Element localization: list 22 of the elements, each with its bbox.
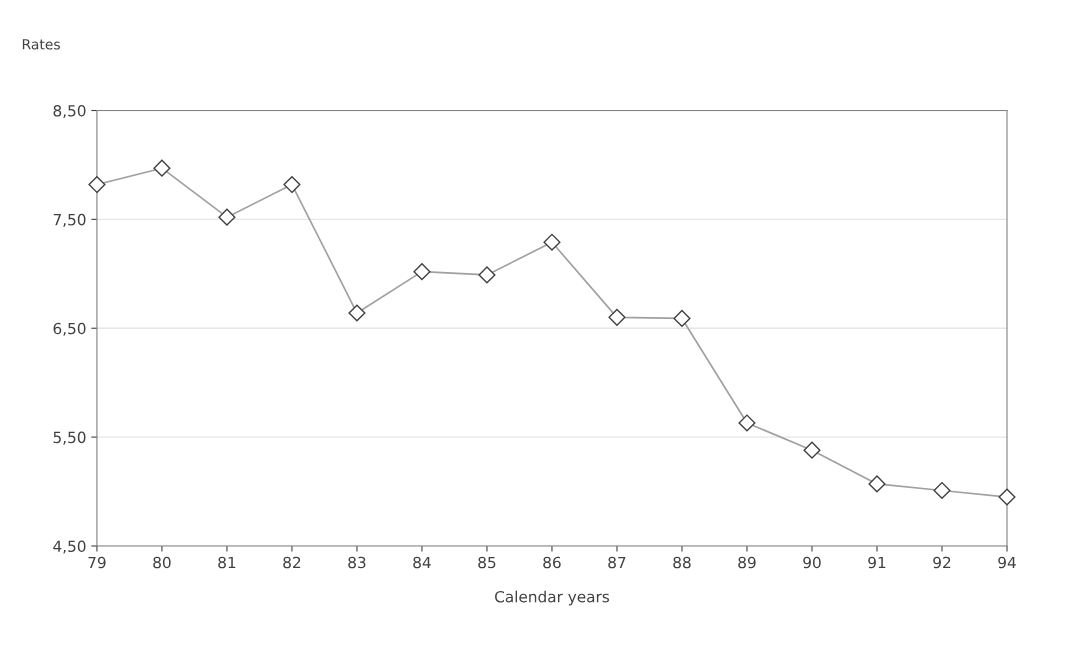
y-tick-label: 4,50 xyxy=(53,540,86,554)
x-tick-label: 90 xyxy=(803,556,821,569)
x-tick-label: 84 xyxy=(413,556,431,569)
x-tick-label: 89 xyxy=(738,556,756,569)
x-tick-label: 88 xyxy=(673,556,691,569)
x-tick-label: 81 xyxy=(218,556,236,569)
x-tick-label: 92 xyxy=(933,556,951,569)
x-tick-label: 85 xyxy=(478,556,496,569)
x-axis-title: Calendar years xyxy=(495,590,610,606)
x-tick-label: 79 xyxy=(88,556,106,569)
x-tick-label: 82 xyxy=(283,556,301,569)
y-axis-title: Rates xyxy=(22,39,60,50)
y-tick-label: 7,50 xyxy=(53,213,86,227)
x-tick-label: 91 xyxy=(868,556,886,569)
x-tick-label: 87 xyxy=(608,556,626,569)
y-tick-label: 8,50 xyxy=(53,104,86,119)
y-tick-label: 6,50 xyxy=(53,322,86,336)
x-tick-label: 83 xyxy=(348,556,366,569)
x-tick-label: 80 xyxy=(153,556,171,569)
y-tick-label: 5,50 xyxy=(53,431,86,445)
x-tick-label: 86 xyxy=(543,556,561,569)
x-tick-label: 94 xyxy=(998,556,1016,569)
